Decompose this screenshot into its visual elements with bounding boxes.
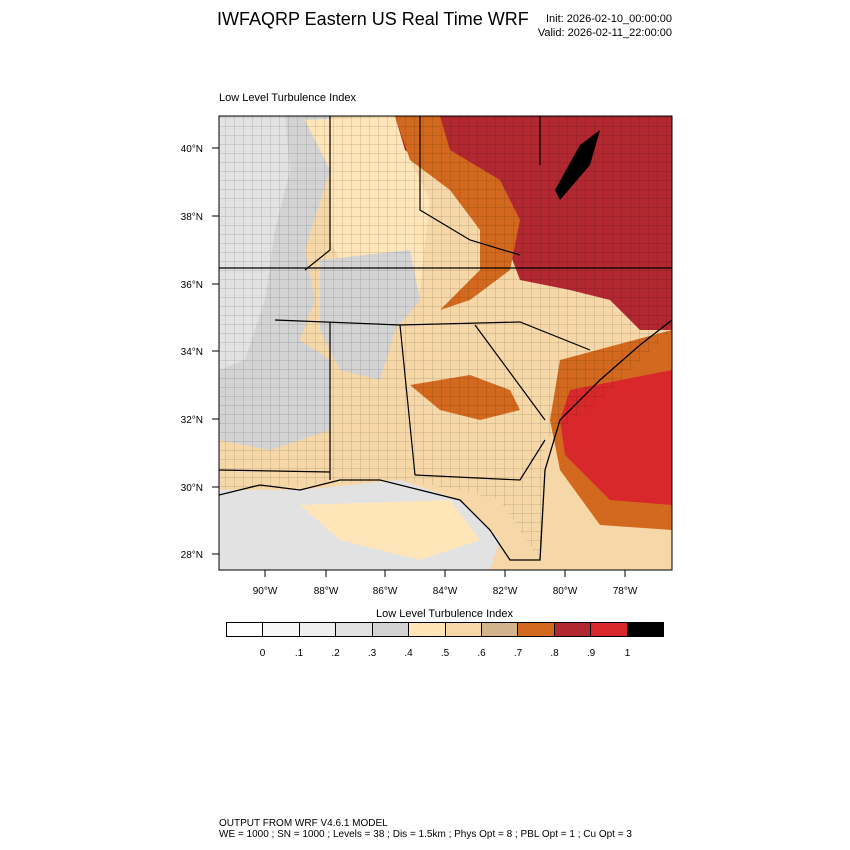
colorbar-box: [554, 623, 592, 636]
lon-ticks: 90°W 88°W 86°W 84°W 82°W 80°W 78°W: [253, 570, 638, 597]
lon-label: 86°W: [373, 586, 398, 597]
colorbar-box: [299, 623, 337, 636]
colorbar-label: 0: [259, 648, 266, 659]
valid-time: Valid: 2026-02-11_22:00:00: [537, 27, 672, 39]
lat-label: 30°N: [181, 483, 203, 494]
colorbar-title: Low Level Turbulence Index: [376, 608, 513, 620]
colorbar-label: .7: [513, 648, 523, 659]
lon-label: 82°W: [493, 586, 518, 597]
colorbar-label: .9: [586, 648, 596, 659]
lon-label: 88°W: [314, 586, 339, 597]
colorbar-box: [372, 623, 410, 636]
colorbar-box: [409, 623, 446, 636]
lat-label: 36°N: [181, 280, 203, 291]
colorbar: [226, 622, 664, 637]
footer-config-line: WE = 1000 ; SN = 1000 ; Levels = 38 ; Di…: [219, 829, 632, 840]
colorbar-label: .6: [477, 648, 486, 659]
lat-ticks: 40°N 38°N 36°N 34°N 32°N 30°N 28°N: [181, 144, 219, 561]
lat-label: 34°N: [181, 347, 203, 358]
lon-label: 78°W: [613, 586, 638, 597]
lon-label: 90°W: [253, 586, 278, 597]
footer-model-line: OUTPUT FROM WRF V4.6.1 MODEL: [219, 818, 388, 829]
colorbar-label: .4: [404, 648, 413, 659]
colorbar-box: [518, 623, 555, 636]
colorbar-label: .1: [294, 648, 304, 659]
main-title: IWFAQRP Eastern US Real Time WRF: [217, 9, 529, 29]
panel-title: Low Level Turbulence Index: [219, 92, 356, 104]
colorbar-box: [445, 623, 482, 636]
colorbar-labels: 0 .1 .2 .3 .4 .5 .6 .7 .8 .9 1: [0, 648, 850, 662]
colorbar-label: 1: [624, 648, 631, 659]
lon-label: 80°W: [553, 586, 578, 597]
field-gulf-tan: [300, 500, 480, 560]
state-borders: [219, 116, 672, 481]
lat-label: 40°N: [181, 144, 203, 155]
colorbar-box: [227, 623, 264, 636]
colorbar-label: .8: [550, 648, 559, 659]
colorbar-box: [481, 623, 519, 636]
colorbar-label: .3: [367, 648, 377, 659]
coastline: [219, 319, 672, 561]
colorbar-box: [263, 623, 300, 636]
colorbar-box: [627, 623, 664, 636]
lat-label: 38°N: [181, 212, 203, 223]
init-time: Init: 2026-02-10_00:00:00: [546, 13, 672, 25]
county-lines: [219, 116, 672, 560]
turbulence-field: [219, 116, 672, 570]
colorbar-label: .2: [331, 648, 340, 659]
colorbar-box: [336, 623, 373, 636]
lat-label: 32°N: [181, 415, 203, 426]
colorbar-box: [591, 623, 628, 636]
colorbar-label: .5: [440, 648, 450, 659]
lat-label: 28°N: [181, 550, 203, 561]
lon-label: 84°W: [433, 586, 458, 597]
